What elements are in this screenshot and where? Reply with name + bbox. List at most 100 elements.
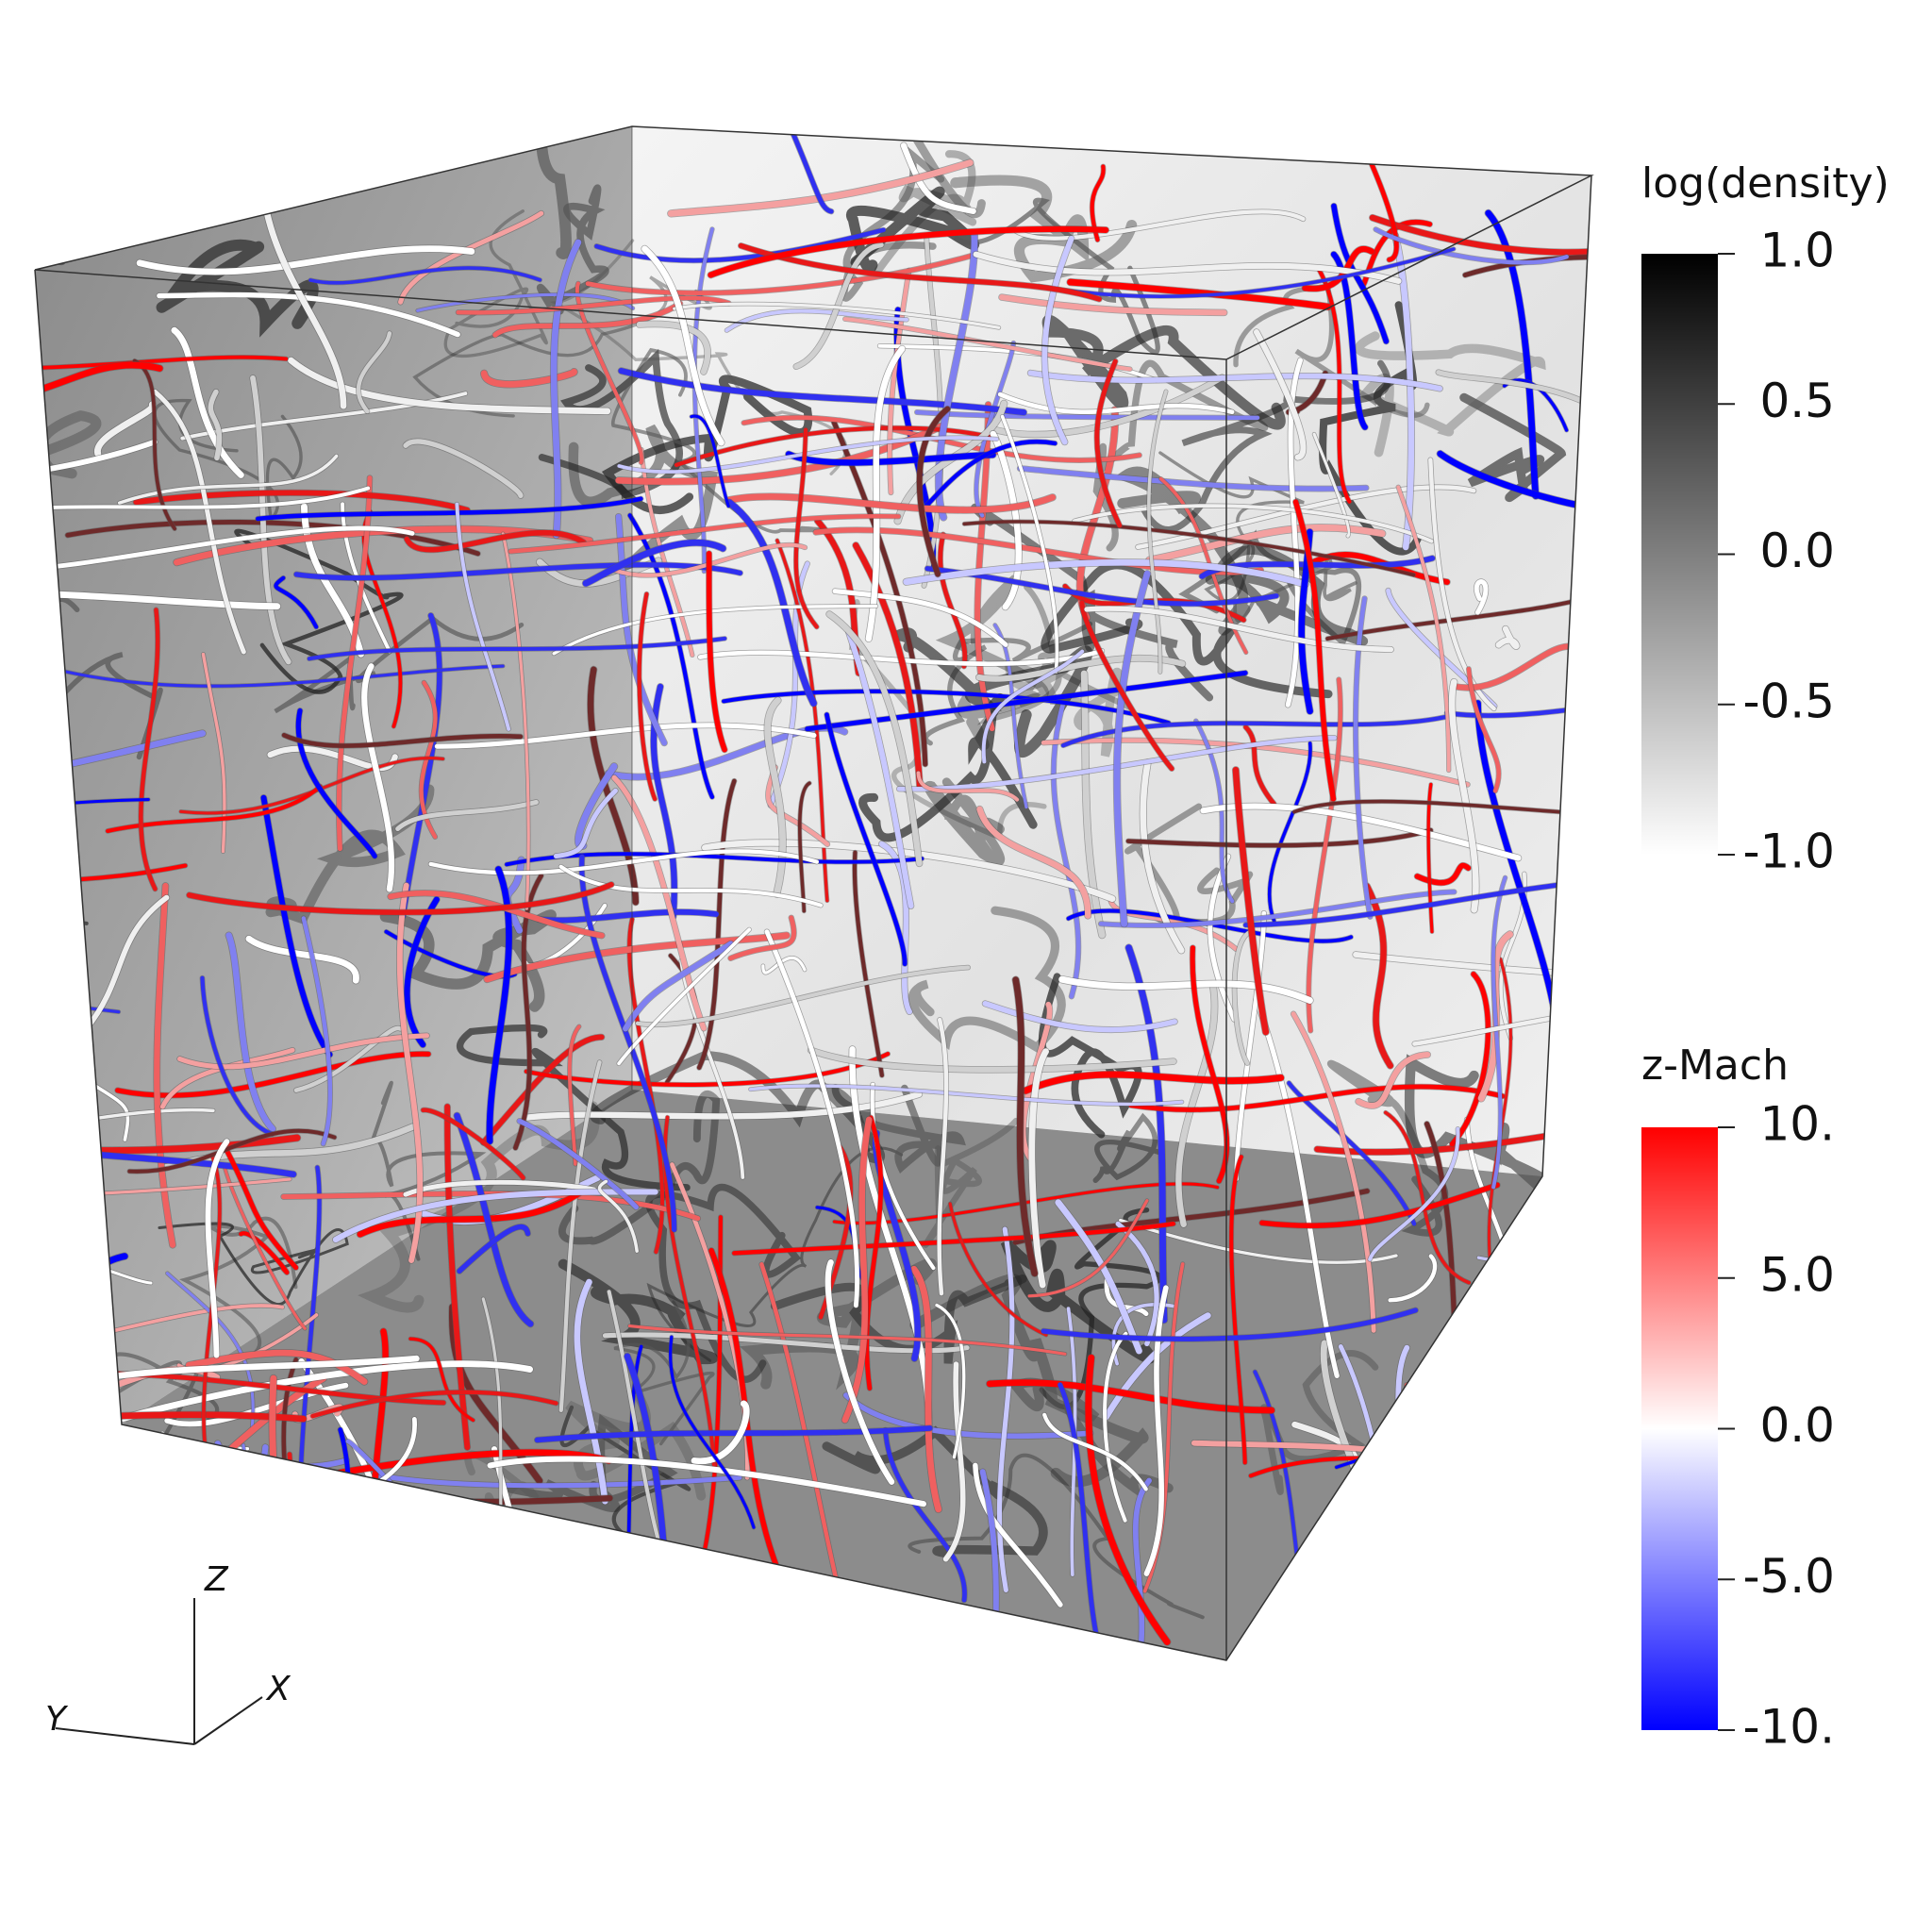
streamline (981, 649, 1085, 764)
streamline (1022, 1071, 1285, 1094)
streamline (35, 590, 281, 610)
streamline-shadow (1423, 1394, 1530, 1441)
streamline (84, 894, 170, 1031)
streamline (301, 916, 333, 1146)
streamline (1175, 983, 1218, 1227)
colorbars: log(density) 1.0 0.5 0.0 -0.5 -1.0 z-Mach 10. 5.… (1641, 159, 1890, 1755)
streamline (575, 281, 644, 465)
streamline (1369, 214, 1591, 256)
streamline (550, 239, 582, 539)
density-filament (125, 126, 291, 175)
streamline (615, 423, 944, 485)
streamline (690, 414, 730, 508)
colorbar-tick-label: 0.0 (1759, 1398, 1835, 1453)
density-filament (923, 621, 1092, 746)
streamline (922, 440, 1058, 509)
streamline (708, 225, 1109, 278)
streamline (1090, 164, 1106, 242)
streamline (524, 1091, 923, 1121)
streamline (361, 663, 395, 892)
streamline (35, 797, 150, 825)
density-filament (537, 184, 609, 315)
streamline (222, 1142, 299, 1271)
streamline (1108, 897, 1239, 952)
density-filament (908, 1453, 1205, 1620)
streamline (508, 513, 901, 554)
density-filament (265, 784, 435, 925)
streamline (722, 689, 1171, 725)
streamline (1359, 220, 1433, 289)
streamline (574, 1278, 608, 1505)
streamline (725, 499, 817, 707)
streamline (1037, 247, 1456, 298)
streamline (935, 1303, 966, 1459)
streamline (1232, 928, 1255, 1066)
streamline-shadow (1394, 1344, 1422, 1634)
streamline (152, 389, 246, 655)
streamline (775, 539, 829, 903)
streamline (962, 520, 1416, 577)
streamline (457, 1224, 531, 1274)
streamline (585, 252, 979, 296)
streamline (948, 1202, 1048, 1337)
streamline (154, 882, 176, 1248)
streamline (1353, 596, 1373, 920)
streamline (841, 1116, 873, 1424)
streamline (1147, 390, 1168, 675)
density-texture (35, 126, 1591, 1660)
density-filament (1459, 392, 1567, 503)
streamline (764, 929, 860, 1308)
colorbar (1641, 254, 1718, 855)
streamline (1374, 226, 1569, 265)
streamline (937, 1017, 949, 1296)
colorbar-tick-label: 0.5 (1759, 374, 1835, 428)
density-filament (602, 375, 813, 515)
streamline (998, 294, 1227, 316)
streamline (852, 541, 924, 790)
streamline (1079, 600, 1174, 772)
streamline-shadow (240, 1442, 254, 1660)
streamline (293, 562, 743, 581)
streamline (679, 958, 745, 1179)
streamline (1259, 1182, 1500, 1228)
streamline (1115, 1221, 1159, 1347)
streamline (1444, 673, 1591, 718)
streamline (864, 1115, 883, 1391)
streamline (1480, 1280, 1557, 1430)
streamline (1302, 246, 1375, 291)
streamline (636, 321, 711, 375)
streamline (139, 608, 160, 891)
density-filament (908, 906, 1066, 1054)
streamline-shadow (1334, 1414, 1591, 1470)
streamline (582, 540, 726, 587)
streamline (241, 1443, 254, 1660)
streamline (1143, 1285, 1169, 1576)
density-filament (613, 1300, 715, 1446)
streamline (404, 530, 587, 553)
streamline (1312, 432, 1351, 538)
streamline-shadow (35, 1252, 129, 1387)
streamline (696, 778, 737, 1070)
streamline-shadow (1475, 1255, 1591, 1299)
streamline (356, 331, 392, 414)
colorbar-tick-label: -10. (1742, 1700, 1835, 1755)
streamline (165, 1272, 255, 1428)
streamline (524, 1052, 891, 1087)
streamline (914, 409, 1260, 421)
streamline (455, 502, 511, 731)
streamline (1017, 465, 1369, 491)
streamline (1363, 883, 1394, 1069)
streamline (865, 345, 906, 642)
streamline (534, 1425, 933, 1443)
streamline (200, 975, 275, 1137)
streamline (1388, 1254, 1438, 1303)
streamline (35, 863, 188, 884)
streamline (558, 1060, 602, 1413)
streamline (1292, 499, 1337, 802)
streamline (1000, 414, 1059, 675)
streamline (117, 454, 339, 505)
streamline (205, 1139, 230, 1358)
density-filament (158, 1222, 349, 1306)
streamline (357, 1190, 582, 1238)
